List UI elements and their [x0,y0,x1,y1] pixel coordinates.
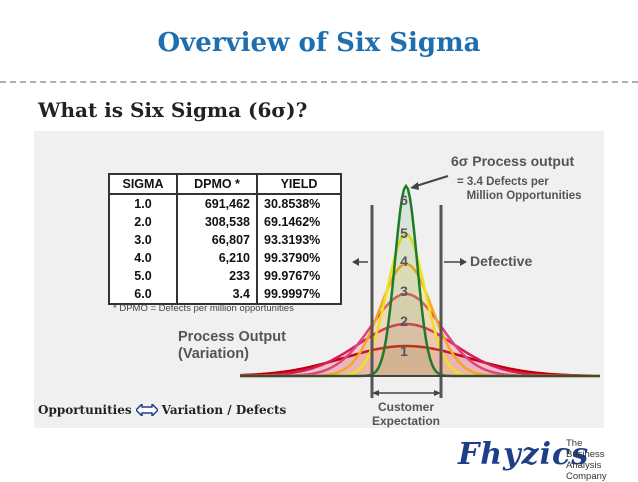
table-row: 6.0 3.4 99.9997% [109,285,341,304]
yield-cell: 99.3790% [264,251,321,265]
curve-label-3: 3 [400,283,408,299]
curve-fill-3 [240,294,600,376]
curve-label-1: 1 [400,343,408,359]
logo-tag-line1: The [566,438,583,449]
logo-tag-line3: Company [566,471,607,482]
table-row: 5.0 233 99.9767% [109,267,341,285]
customer-line1: Customer [377,400,434,414]
logo-tag-line2: Business Analysis [566,449,605,471]
logo-tagline: The Business Analysis Company [566,438,628,482]
customer-line2: Expectation [371,414,440,428]
dpmo-cell: 233 [177,267,258,285]
logo-wordmark: Fhyzics [458,437,590,472]
sigma-cell: 3.0 [109,231,178,249]
dpmo-cell: 691,462 [177,194,258,213]
sigma-cell: 4.0 [109,249,178,267]
dpmo-cell: 308,538 [177,213,258,231]
table-row: 4.0 6,210 99.3790% [109,249,341,267]
table-row: 3.0 66,807 93.3193% [109,231,341,249]
curve-label-5: 5 [400,225,408,241]
curve-number-labels: 1 2 3 4 5 6 [400,192,408,359]
title-divider [0,81,638,83]
fhyzics-logo: Fhyzics The Business Analysis Company [458,435,628,482]
dpmo-cell: 6,210 [177,249,258,267]
curve-fill-6 [240,186,600,376]
sigma-table: SIGMA DPMO * YIELD 1.0 691,462 30.8538% … [108,173,342,305]
process-output-line1: Process Output [178,329,286,345]
opportunities-text: Opportunities [38,403,132,417]
sigma-cell: 2.0 [109,213,178,231]
yield-cell: 69.1462% [264,215,321,229]
sigma-cell: 6.0 [109,285,178,304]
curve-label-2: 2 [400,313,408,329]
sigma-cell: 5.0 [109,267,178,285]
opportunities-relation: Opportunities Variation / Defects [38,403,286,417]
yield-cell: 99.9997% [264,287,321,301]
curve-label-4: 4 [400,253,408,269]
header-yield: YIELD [257,174,341,195]
table-row: 2.0 308,538 69.1462% [109,213,341,231]
table-row: 1.0 691,462 30.8538% [109,194,341,213]
curve-label-6: 6 [400,192,408,208]
process-output-label: Process Output (Variation) [178,329,286,363]
dpmo-cell: 3.4 [177,285,258,304]
curve-fill-4 [240,264,600,376]
header-sigma: SIGMA [109,174,178,195]
sigma-curve-1 [239,344,600,378]
slide-title: Overview of Six Sigma [157,28,481,58]
dpmo-cell: 66,807 [177,231,258,249]
table-footnote: * DPMO = Defects per million opportuniti… [113,303,294,314]
sigma-cell: 1.0 [109,194,178,213]
yield-cell: 99.9767% [264,269,321,283]
six-sigma-output-detail: = 3.4 Defects per Million Opportunities [457,176,582,202]
process-output-line2: (Variation) [178,346,249,362]
relation-text: Variation / Defects [161,403,287,417]
defective-label: Defective [470,253,533,269]
curve-fill-2 [240,324,600,376]
slide-subtitle: What is Six Sigma (6σ)? [38,98,308,122]
customer-expectation-label: Customer Expectation [366,400,446,428]
header-dpmo: DPMO * [177,174,258,195]
six-sigma-output-label: 6σ Process output [451,153,575,169]
six-sigma-pointer [415,175,449,187]
yield-cell: 30.8538% [264,197,321,211]
yield-cell: 93.3193% [264,233,321,247]
curve-fill-5 [240,234,600,376]
double-arrow-icon [135,404,158,416]
